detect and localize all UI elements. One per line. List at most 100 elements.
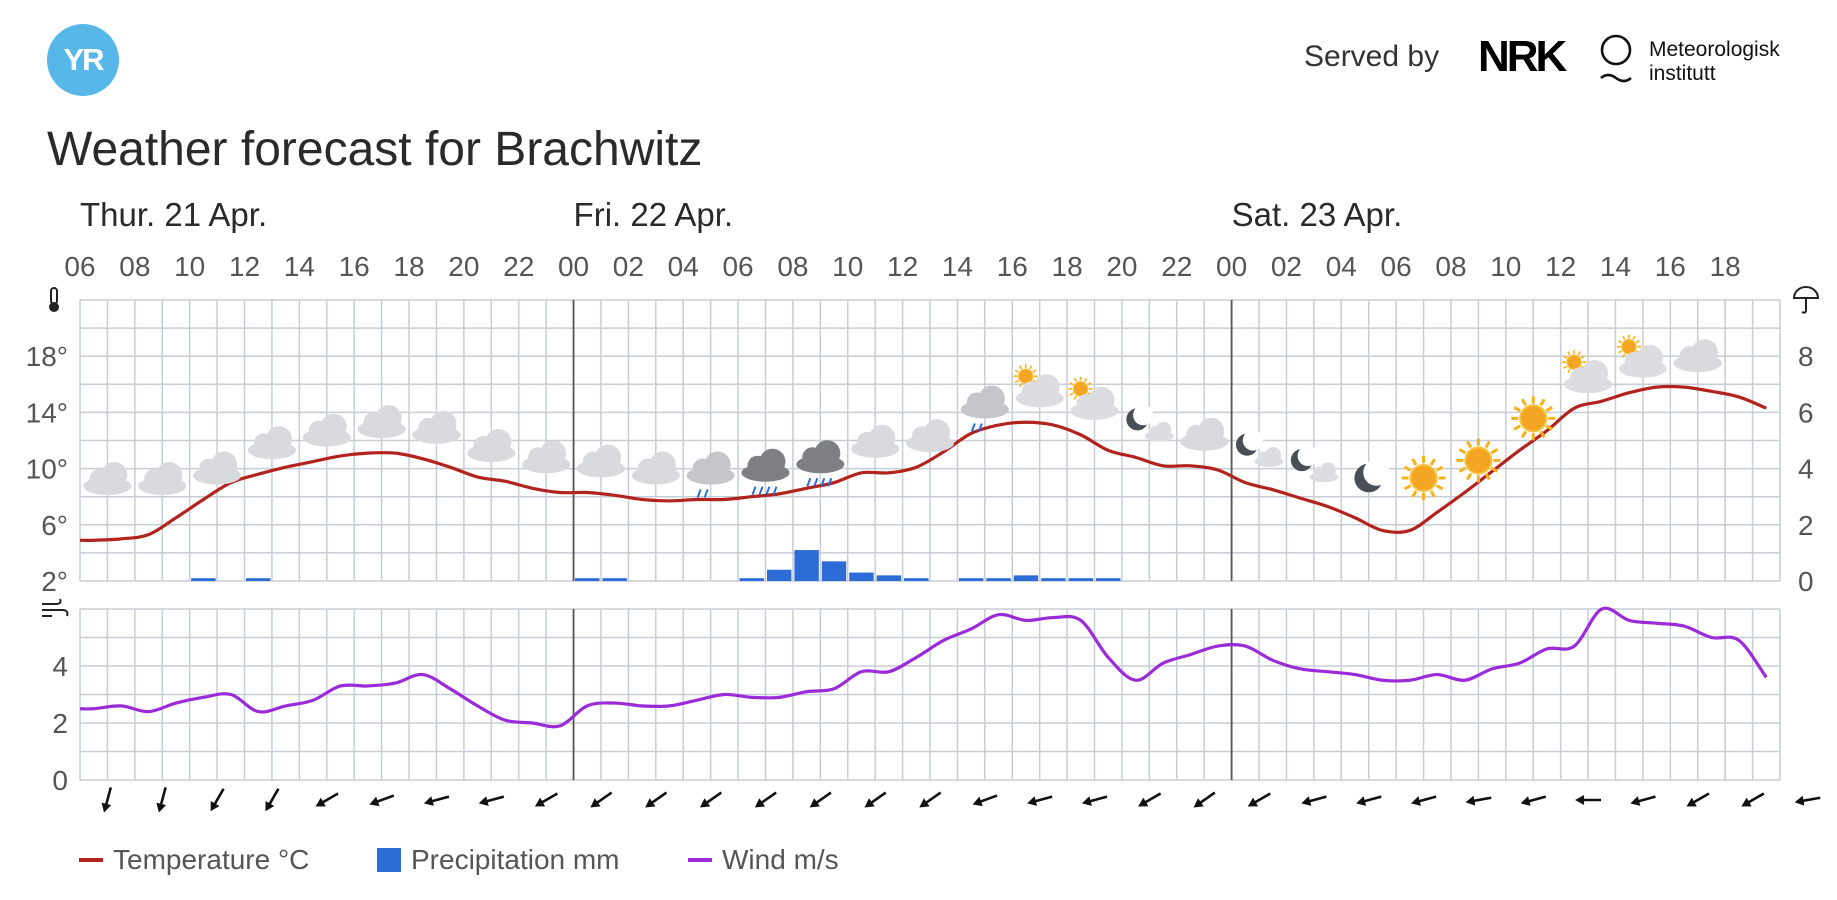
wind-arrow-icon <box>265 788 280 812</box>
umbrella-canopy <box>1792 286 1820 299</box>
sun-disc <box>1519 404 1548 433</box>
sun-ray <box>1622 353 1626 358</box>
wind-arrow-icon <box>1520 795 1547 806</box>
wind-arrow-icon <box>1081 795 1108 806</box>
hour-tick-label: 06 <box>64 251 95 282</box>
met-line-1: Meteorologisk <box>1649 38 1780 61</box>
thermometer-icon <box>49 287 59 312</box>
wind-arrow-icon <box>809 791 832 808</box>
hour-tick-label: 08 <box>1435 251 1466 282</box>
moon-cut <box>1297 445 1319 467</box>
hour-tick-label: 12 <box>1545 251 1576 282</box>
cloud-puff <box>375 405 402 432</box>
sun-disc <box>1017 368 1034 384</box>
yr-logo-text: YR <box>63 42 104 77</box>
wind-arrow-head <box>699 798 711 808</box>
wind-arrow-head <box>1138 797 1149 807</box>
hour-tick-label: 16 <box>1655 251 1686 282</box>
thermometer-stem <box>50 287 58 305</box>
legend-precipitation[interactable]: Precipitation mm <box>377 844 620 876</box>
precip-bar <box>1068 578 1094 581</box>
legend-wind-label: Wind m/s <box>722 844 839 875</box>
precip-bar <box>1096 578 1121 581</box>
wind-arrow-icon <box>1575 795 1602 805</box>
wind-arrow-icon <box>534 792 559 807</box>
wind-arrow-icon <box>1465 795 1492 806</box>
cloud-puff <box>978 385 1005 412</box>
nrk-logo[interactable]: NRK <box>1478 32 1567 81</box>
sun-ray <box>1635 339 1640 344</box>
hour-tick-label: 14 <box>284 251 315 282</box>
rain-drop <box>772 486 778 496</box>
precip-bar <box>986 578 1011 581</box>
rain-drop <box>765 486 771 496</box>
legend-wind[interactable]: Wind m/s <box>688 844 839 876</box>
wind-arrow-head <box>156 802 167 813</box>
legend-wind-swatch <box>688 858 712 862</box>
small-moon-icon <box>1126 404 1154 431</box>
hour-tick-label: 10 <box>1490 251 1521 282</box>
sun-ray <box>1429 458 1436 466</box>
partly-cloudy-day-icon <box>1561 350 1613 394</box>
umbrella-icon <box>1792 286 1820 314</box>
sun-ray <box>1069 392 1074 396</box>
wind-icon-lines <box>42 598 69 617</box>
cloud-puff <box>814 440 841 467</box>
cloud-icon <box>522 440 571 474</box>
temp-axis-tick: 10° <box>26 454 68 485</box>
sun-ray <box>1403 484 1412 491</box>
hour-tick-label: 20 <box>448 251 479 282</box>
legend-temperature[interactable]: Temperature °C <box>79 844 309 876</box>
wind-arrow-icon <box>1686 792 1710 807</box>
sun-disc <box>1072 381 1089 397</box>
temp-axis-tick: 2° <box>41 566 68 597</box>
precip-bar <box>766 569 792 581</box>
hour-tick-label: 00 <box>1216 251 1247 282</box>
cloud-puff <box>649 451 676 478</box>
light-rain-icon <box>686 451 735 498</box>
cloud-puff <box>1088 386 1115 413</box>
wind-arrow-head <box>1247 797 1259 807</box>
temp-axis-tick: 18° <box>26 341 68 372</box>
sun-ray <box>1513 406 1521 413</box>
sun-ray <box>1567 368 1571 374</box>
wind-arrow-icon <box>1193 791 1216 808</box>
met-line-2: institutt <box>1649 62 1716 85</box>
page-title: Weather forecast for Brachwitz <box>47 123 703 176</box>
hour-tick-label: 14 <box>942 251 973 282</box>
small-cloud-icon <box>1254 447 1284 467</box>
wind-arrow-icon <box>1741 792 1765 807</box>
yr-logo[interactable]: YR <box>47 24 119 96</box>
sun-ray <box>1411 490 1418 498</box>
cloud-icon <box>357 405 406 439</box>
cloud-puff <box>485 429 512 456</box>
wind-arrow-head <box>210 800 220 812</box>
precip-bar <box>575 578 600 581</box>
cloud-icon <box>851 424 900 458</box>
hour-tick-label: 12 <box>229 251 260 282</box>
cloud-puff <box>1691 339 1718 366</box>
wind-arrow-head <box>534 797 546 807</box>
cloud-puff <box>594 444 621 471</box>
hour-tick-label: 22 <box>1161 251 1192 282</box>
precip-axis-tick: 4 <box>1798 454 1814 485</box>
cloud-puff <box>1155 421 1172 438</box>
cloud-icon <box>467 429 516 463</box>
legend-temperature-swatch <box>79 858 103 862</box>
sun-ray <box>1029 365 1033 370</box>
hour-tick-label: 10 <box>174 251 205 282</box>
met-logo-icon[interactable] <box>1598 32 1634 92</box>
partly-cloudy-night-icon <box>1290 445 1339 483</box>
wind-arrow-head <box>1741 797 1752 807</box>
precip-bar <box>602 578 627 581</box>
sun-ray <box>1484 440 1491 449</box>
wind-arrow-icon <box>1301 795 1327 806</box>
cloud-puff <box>1198 417 1225 444</box>
hour-tick-label: 08 <box>119 251 150 282</box>
hour-tick-label: 20 <box>1106 251 1137 282</box>
partly-cloudy-day-icon <box>1013 364 1064 408</box>
sun-ray <box>1520 430 1528 439</box>
met-logo-text[interactable]: Meteorologisk institutt <box>1649 38 1780 86</box>
cloud-puff <box>1582 360 1609 387</box>
partly-cloudy-night-icon <box>1235 430 1284 467</box>
